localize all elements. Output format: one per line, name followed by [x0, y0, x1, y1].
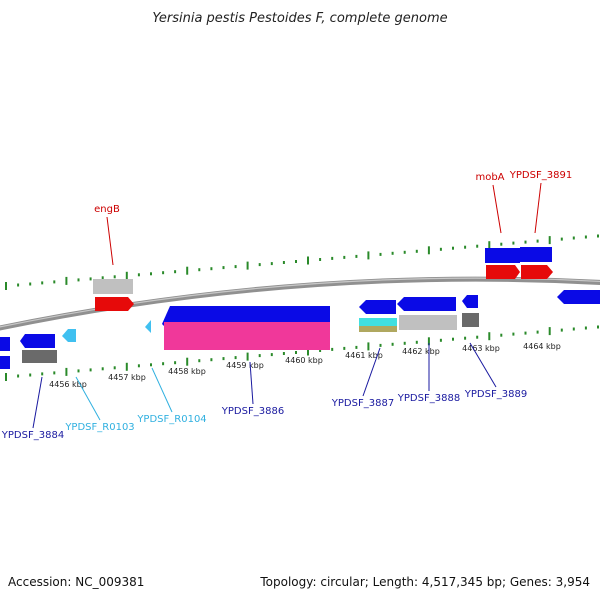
- scale-labels: 4456 kbp 4457 kbp 4458 kbp 4459 kbp 4460 kbp…: [49, 342, 561, 389]
- scale-tick-label: 4463 kbp: [462, 344, 500, 353]
- gene-feature-blue[interactable]: [485, 248, 520, 263]
- gene-leader-line: [534, 182, 542, 234]
- gene-label[interactable]: mobA: [475, 172, 504, 183]
- scale-tick-label: 4457 kbp: [108, 373, 146, 382]
- gene-feature-darkgray[interactable]: [462, 313, 479, 327]
- genome-backbone: [0, 276, 600, 331]
- gene-leader-line: [492, 184, 502, 234]
- gene-feature-lightgray[interactable]: [399, 315, 457, 330]
- gene-feature-blue[interactable]: [462, 295, 478, 308]
- gene-leader-line: [249, 361, 254, 405]
- gene-feature-blue[interactable]: [520, 247, 552, 262]
- gene-feature-cyan[interactable]: [62, 329, 76, 342]
- gene-leader-line: [75, 376, 101, 421]
- gene-feature-olive[interactable]: [359, 326, 397, 332]
- gene-label[interactable]: YPDSF_3891: [509, 170, 572, 181]
- gene-feature-blue[interactable]: [0, 337, 10, 351]
- gene-feature-cyan[interactable]: [145, 320, 151, 333]
- gene-feature-red[interactable]: [95, 297, 134, 311]
- gene-feature-blue[interactable]: [397, 297, 456, 311]
- map-title: Yersinia pestis Pestoides F, complete ge…: [152, 11, 447, 26]
- gene-label[interactable]: YPDSF_R0103: [64, 422, 134, 433]
- gene-leader-line: [469, 342, 497, 388]
- gene-label[interactable]: engB: [94, 204, 120, 215]
- gene-leader-line: [151, 367, 173, 413]
- gene-feature-blue[interactable]: [0, 356, 10, 369]
- gene-feature-red[interactable]: [486, 265, 520, 279]
- gene-feature-pink[interactable]: [164, 322, 330, 350]
- gene-feature-blue[interactable]: [20, 334, 55, 348]
- accession-text: Accession: NC_009381: [8, 575, 144, 589]
- scale-tick-label: 4460 kbp: [285, 356, 323, 365]
- gene-label[interactable]: YPDSF_3884: [1, 430, 64, 441]
- upper-tick-ruler: [5, 234, 599, 290]
- gene-label[interactable]: YPDSF_3886: [221, 406, 284, 417]
- gene-label[interactable]: YPDSF_3887: [331, 398, 394, 409]
- gene-leader-line: [32, 376, 43, 429]
- gene-feature-blue[interactable]: [557, 290, 600, 304]
- gene-feature-cyan[interactable]: [359, 318, 397, 326]
- gene-feature-lightgray[interactable]: [93, 279, 133, 294]
- scale-tick-label: 4459 kbp: [226, 361, 264, 370]
- scale-tick-label: 4464 kbp: [523, 342, 561, 351]
- lower-tick-ruler: [5, 325, 599, 381]
- scale-tick-label: 4456 kbp: [49, 380, 87, 389]
- gene-label[interactable]: YPDSF_3889: [464, 389, 527, 400]
- gene-label[interactable]: YPDSF_R0104: [136, 414, 206, 425]
- gene-feature-darkgray[interactable]: [22, 350, 57, 363]
- gene-feature-blue[interactable]: [359, 300, 396, 314]
- gene-features: [0, 247, 600, 369]
- genome-summary-text: Topology: circular; Length: 4,517,345 bp…: [259, 575, 590, 589]
- scale-tick-label: 4458 kbp: [168, 367, 206, 376]
- gene-leader-line: [362, 347, 381, 397]
- gene-label[interactable]: YPDSF_3888: [397, 393, 460, 404]
- gene-leader-line: [106, 216, 114, 266]
- gene-feature-red[interactable]: [521, 265, 553, 279]
- scale-tick-label: 4461 kbp: [345, 351, 383, 360]
- scale-tick-label: 4462 kbp: [402, 347, 440, 356]
